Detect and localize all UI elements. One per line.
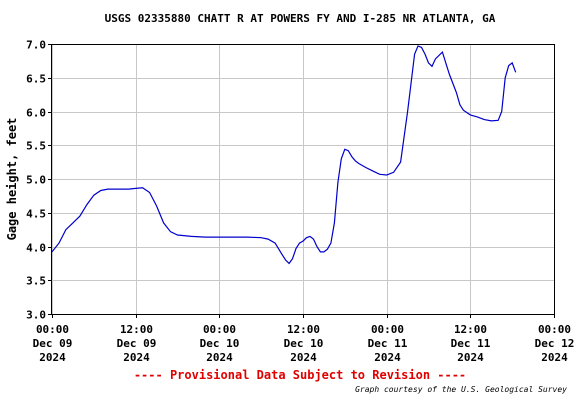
- x-tick-label: 2024: [123, 351, 150, 364]
- x-tick-label: 12:00: [454, 323, 487, 336]
- x-tick-label: 2024: [457, 351, 484, 364]
- y-tick-label: 4.5: [26, 208, 46, 221]
- y-tick-label: 5.5: [26, 140, 46, 153]
- series-layer: [51, 45, 517, 265]
- gage-height-series-line: [51, 45, 517, 265]
- x-tick-label: 00:00: [538, 323, 571, 336]
- x-tick-label: Dec 10: [200, 337, 240, 350]
- x-tick-label: 00:00: [203, 323, 236, 336]
- y-tick-label: 7.0: [26, 39, 46, 52]
- x-tick-label: 2024: [39, 351, 66, 364]
- y-tick-label: 3.0: [26, 309, 46, 322]
- x-tick-label: Dec 11: [368, 337, 408, 350]
- provisional-notice: ---- Provisional Data Subject to Revisio…: [134, 368, 466, 382]
- credit-text: Graph courtesy of the U.S. Geological Su…: [355, 385, 567, 394]
- x-tick-label: Dec 11: [451, 337, 491, 350]
- x-tick-label: Dec 10: [284, 337, 324, 350]
- x-tick-label: 2024: [541, 351, 568, 364]
- y-tick-label: 6.0: [26, 107, 46, 120]
- x-tick-label: 2024: [374, 351, 401, 364]
- y-tick-label: 6.5: [26, 73, 46, 86]
- x-tick-label: 00:00: [371, 323, 404, 336]
- x-tick-label: Dec 12: [535, 337, 575, 350]
- x-tick-label: 12:00: [287, 323, 320, 336]
- x-tick-label: 2024: [206, 351, 233, 364]
- x-tick-label: 00:00: [36, 323, 69, 336]
- chart-title: USGS 02335880 CHATT R AT POWERS FY AND I…: [105, 12, 496, 25]
- x-tick-label: 2024: [290, 351, 317, 364]
- grid: [52, 44, 555, 315]
- y-tick-label: 5.0: [26, 174, 46, 187]
- y-tick-label: 3.5: [26, 275, 46, 288]
- y-axis-label: Gage height, feet: [5, 118, 19, 241]
- x-tick-label: Dec 09: [33, 337, 73, 350]
- y-tick-label: 4.0: [26, 242, 46, 255]
- x-tick-label: 12:00: [120, 323, 153, 336]
- y-axis-ticks: 3.0 3.5 4.0 4.5 5.0 5.5 6.0 6.5 7.0: [26, 39, 52, 322]
- x-tick-label: Dec 09: [117, 337, 157, 350]
